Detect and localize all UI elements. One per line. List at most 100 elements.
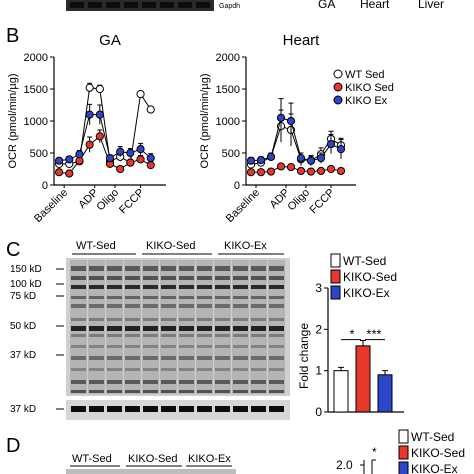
blot-band: [71, 326, 86, 331]
blot-band: [251, 380, 266, 384]
legend-swatch-wt-sed: [330, 253, 341, 268]
sig-stars: ***: [366, 327, 381, 342]
blot-band: [71, 390, 86, 393]
tissue-label-heart: Heart: [360, 0, 390, 11]
blot-band: [89, 318, 104, 321]
data-point: [54, 156, 64, 165]
marker-75kd: 75 kD: [10, 291, 36, 302]
blot-band: [269, 304, 284, 308]
data-point: [266, 167, 276, 176]
loading-band: [143, 406, 158, 412]
data-point: [65, 155, 74, 164]
blot-band: [197, 345, 212, 348]
y-axis-label: Fold change: [297, 323, 311, 389]
blot-band: [143, 368, 158, 371]
blot-band: [143, 334, 158, 337]
data-point: [136, 90, 145, 99]
blot-band: [125, 304, 140, 308]
series-line: [251, 165, 342, 173]
blot-band: [179, 345, 194, 348]
blot-band: [89, 276, 104, 280]
data-point: [306, 167, 316, 176]
loading-band: [233, 406, 248, 412]
marker-100kd: 100 kD: [10, 279, 42, 290]
data-point: [326, 139, 336, 149]
blot-band: [233, 334, 248, 337]
blot-band: [161, 296, 176, 299]
data-point: [276, 113, 286, 122]
blot-band: [89, 326, 104, 331]
blot-band: [269, 334, 284, 337]
marker-37kd-loading: 37 kD: [10, 404, 36, 415]
blot-band: [125, 368, 140, 371]
data-point: [116, 164, 125, 174]
data-point: [286, 116, 296, 126]
series-line: [59, 87, 152, 165]
blot-band: [161, 390, 176, 393]
blot-band: [215, 345, 230, 348]
blot-band: [233, 345, 248, 348]
bar-chart-d-remnant: 2.0 * WT-Sed KIKO-Sed KIKO-Ex: [336, 429, 465, 474]
data-point: [136, 145, 145, 154]
blot-band: [269, 390, 284, 393]
blot-band: [215, 326, 230, 331]
loading-band: [161, 406, 176, 412]
blot-band: [71, 285, 86, 289]
legend-label-kiko-sed-c: KIKO-Sed: [343, 270, 397, 284]
legend-swatch-kiko-ex-d: [398, 461, 409, 474]
lane-label-kiko-ex: KIKO-Ex: [224, 240, 267, 252]
series-line: [59, 135, 151, 175]
x-tick-label: Baseline: [32, 187, 70, 225]
blot-band: [161, 334, 176, 337]
legend-marker-kiko-sed: [333, 82, 343, 92]
blot-band: [269, 368, 284, 371]
blot-band: [251, 334, 266, 337]
legend-label-wt-sed: WT Sed: [345, 69, 385, 81]
blot-band: [71, 276, 86, 280]
blot-band: [233, 318, 248, 321]
blot-band: [215, 368, 230, 371]
series-line: [59, 114, 152, 162]
blot-band: [251, 266, 266, 271]
blot-band: [125, 380, 140, 384]
blot-band: [89, 304, 104, 308]
blot-band: [107, 318, 122, 321]
blot-band: [143, 285, 158, 289]
loading-band: [269, 406, 284, 412]
blot-band: [233, 276, 248, 280]
data-point: [336, 145, 346, 154]
blot-band: [143, 345, 158, 348]
blot-band: [161, 380, 176, 384]
blot-band: [89, 380, 104, 384]
blot-band: [215, 296, 230, 299]
blot-band: [125, 276, 140, 280]
blot-band: [233, 326, 248, 331]
blot-band: [215, 380, 230, 384]
marker-150kd: 150 kD: [10, 264, 42, 275]
panel-a-remnant: Gapdh GA Heart Liver: [66, 0, 444, 11]
blot-band: [179, 368, 194, 371]
blot-band: [107, 266, 122, 271]
sig-star: *: [349, 327, 354, 342]
data-point: [286, 162, 296, 172]
blot-band: [125, 356, 140, 360]
blot-band: [215, 390, 230, 393]
blot-band: [71, 334, 86, 337]
blot-band: [125, 334, 140, 337]
data-point: [85, 83, 94, 92]
data-point: [296, 166, 306, 176]
blot-band: [89, 334, 104, 337]
blot-band: [251, 276, 266, 280]
blot-band: [251, 390, 266, 393]
blot-band: [215, 318, 230, 321]
data-point: [146, 154, 155, 163]
blot-band: [179, 334, 194, 337]
blot-band: [233, 380, 248, 384]
blot-d-strip: [66, 469, 236, 474]
y-tick-label: 1: [315, 364, 322, 378]
blot-band: [107, 326, 122, 331]
bar-wt-sed: [333, 370, 349, 413]
y-tick-label: 500: [30, 148, 48, 160]
blot-band: [161, 326, 176, 331]
